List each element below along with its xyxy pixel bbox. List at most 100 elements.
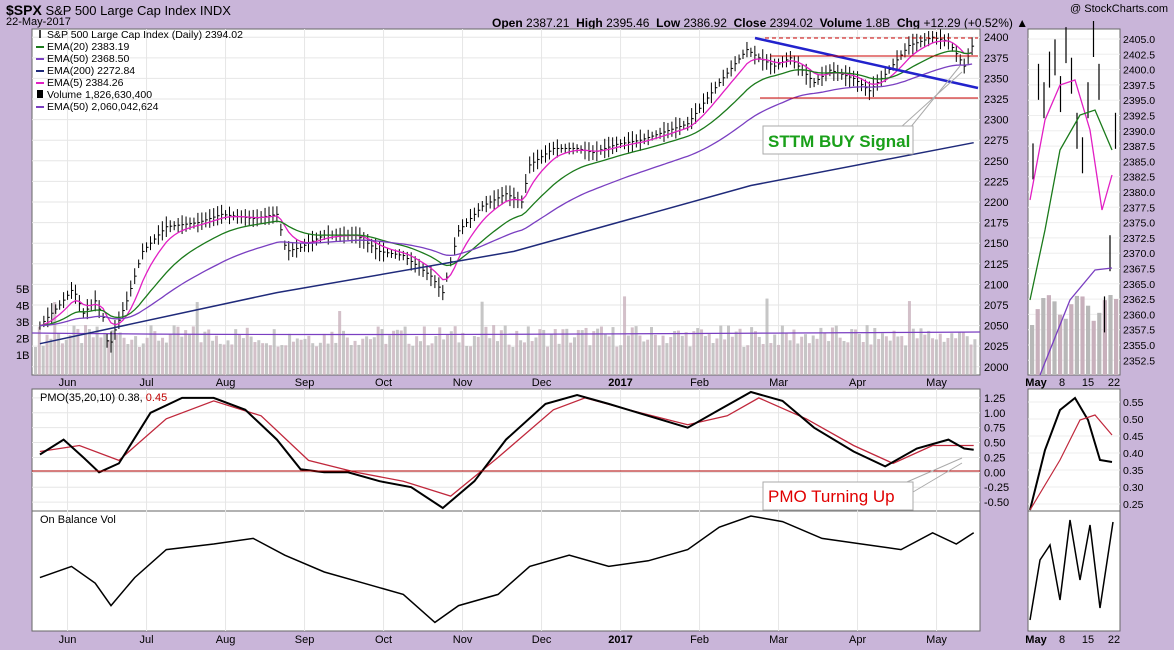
detail-pmo-line xyxy=(1029,396,1113,511)
volume-bar xyxy=(757,336,761,375)
volume-bar xyxy=(315,346,319,375)
volume-bar xyxy=(434,336,438,375)
detail-volume-bar xyxy=(1097,312,1102,375)
volume-bar xyxy=(950,333,954,375)
detail-x-tick-label: 15 xyxy=(1082,634,1094,646)
volume-bar xyxy=(45,334,49,375)
legend-swatch xyxy=(37,90,43,98)
volume-bar xyxy=(838,337,842,375)
pmo-text: PMO Turning Up xyxy=(768,487,895,506)
detail-price-tick-label: 2365.0 xyxy=(1123,279,1155,291)
volume-bar xyxy=(673,331,677,375)
volume-bar xyxy=(234,329,238,375)
chg-value: +12.29 (+0.52%) xyxy=(923,16,1013,30)
volume-bar xyxy=(711,343,715,375)
volume-bar xyxy=(611,327,615,375)
volume-bar xyxy=(442,339,446,375)
detail-price-tick-label: 2362.5 xyxy=(1123,294,1155,306)
detail-volume-bar xyxy=(1114,298,1119,375)
volume-bar xyxy=(961,331,965,375)
volume-bar xyxy=(161,337,165,375)
detail-volume-bar xyxy=(1030,325,1035,375)
ema200-line xyxy=(39,141,974,345)
volume-bar xyxy=(534,337,538,375)
detail-volume-bar xyxy=(1074,295,1079,375)
volume-bar xyxy=(892,330,896,375)
volume-bar xyxy=(426,345,430,375)
resistance-trendline xyxy=(754,36,979,90)
volume-bar xyxy=(430,343,434,375)
price-tick-label: 2000 xyxy=(984,362,1008,374)
volume-bar xyxy=(538,329,542,375)
volume-bar xyxy=(573,337,576,375)
x-tick-label: Mar xyxy=(769,377,788,389)
volume-bar xyxy=(353,340,357,375)
volume-bars xyxy=(31,295,1119,375)
volume-bar xyxy=(153,331,157,375)
x-tick-label: Jun xyxy=(59,634,77,646)
volume-bar xyxy=(188,333,191,375)
close-label: Close xyxy=(733,16,767,30)
volume-bar xyxy=(307,335,311,375)
detail-volume-bar xyxy=(1102,300,1107,375)
volume-bar xyxy=(499,330,503,375)
volume-bar xyxy=(511,346,515,375)
volume-bar xyxy=(37,326,41,375)
price-tick-label: 2350 xyxy=(984,73,1008,85)
detail-volume-bar xyxy=(1069,304,1074,375)
x-tick-label: May xyxy=(926,634,947,646)
volume-bar xyxy=(703,336,707,375)
sttm-text: STTM BUY Signal xyxy=(768,132,910,151)
volume-bar xyxy=(326,343,330,375)
volume-bar xyxy=(145,337,149,375)
detail-obv-line xyxy=(1029,519,1114,621)
volume-tick-label: 1B xyxy=(16,350,29,362)
detail-price-tick-label: 2402.5 xyxy=(1123,49,1155,61)
low-value: 2386.92 xyxy=(683,16,727,30)
volume-bar xyxy=(107,339,111,375)
price-tick-label: 2025 xyxy=(984,341,1008,353)
volume-bar xyxy=(49,338,53,375)
volume-bar xyxy=(41,345,45,375)
x-tick-label: Jul xyxy=(140,634,154,646)
volume-bar xyxy=(280,345,284,375)
volume-bar xyxy=(623,296,627,375)
volume-bar xyxy=(619,345,623,375)
volume-bar xyxy=(338,311,342,375)
detail-pmo-signal-line xyxy=(1029,414,1113,511)
volume-bar xyxy=(469,346,473,375)
volume-bar xyxy=(592,331,596,375)
volume-bar xyxy=(176,326,180,375)
volume-bar xyxy=(126,344,130,375)
chart-title: $SPX S&P 500 Large Cap Index INDX xyxy=(6,2,231,18)
volume-bar xyxy=(688,346,692,375)
volume-bar xyxy=(461,332,465,375)
volume-bar xyxy=(503,325,507,375)
volume-bar xyxy=(392,330,396,375)
volume-bar xyxy=(684,332,688,375)
volume-bar xyxy=(199,342,203,375)
volume-bar xyxy=(84,325,88,375)
x-tick-label: Aug xyxy=(216,634,236,646)
volume-bar xyxy=(742,346,746,375)
detail-price-tick-label: 2372.5 xyxy=(1123,233,1155,245)
detail-x-tick-label: 8 xyxy=(1059,634,1065,646)
pmo-tick-label: 0.50 xyxy=(984,438,1005,450)
volume-bar xyxy=(881,333,884,375)
volume-bar xyxy=(576,329,580,375)
volume-bar xyxy=(954,338,958,375)
volume-bar xyxy=(130,339,134,375)
volume-bar xyxy=(557,343,561,375)
volume-bar xyxy=(653,334,657,375)
volume-bar xyxy=(580,330,584,375)
low-label: Low xyxy=(656,16,681,30)
detail-volume-bar xyxy=(1041,298,1046,375)
volume-bar xyxy=(965,336,969,375)
volume-bar xyxy=(530,341,534,375)
volume-bar xyxy=(276,346,280,375)
volume-bar xyxy=(265,343,268,375)
volume-value: 1.8B xyxy=(865,16,891,30)
volume-bar xyxy=(911,328,915,375)
volume-bar xyxy=(815,338,819,375)
